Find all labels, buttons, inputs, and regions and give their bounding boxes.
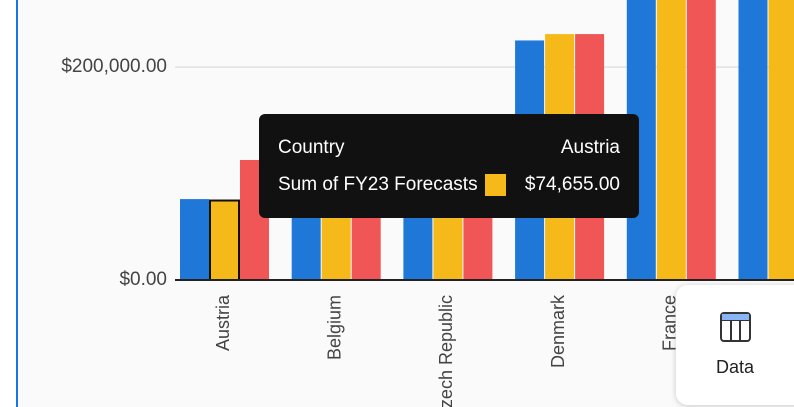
- x-tick-label: Belgium: [324, 295, 344, 360]
- x-tick-label: Czech Republic: [436, 295, 456, 407]
- bar: [180, 199, 209, 280]
- tooltip: Country Austria Sum of FY23 Forecasts $7…: [259, 114, 639, 218]
- focus-border: [16, 0, 18, 407]
- x-tick-label: Austria: [213, 294, 233, 351]
- button-label[interactable]: Data: [716, 357, 755, 377]
- tooltip-key: Country: [278, 137, 345, 158]
- bar: [656, 0, 686, 281]
- tooltip-category: Austria: [561, 137, 621, 158]
- y-tick-label: $0.00: [119, 269, 167, 290]
- bar: [768, 0, 794, 281]
- side-panel: [0, 0, 17, 407]
- button-card[interactable]: [676, 285, 794, 405]
- y-tick-label: $200,000.00: [61, 56, 167, 77]
- x-tick-label: France: [660, 295, 680, 351]
- bar: [686, 0, 716, 280]
- tooltip-swatch: [485, 174, 506, 196]
- tooltip-bg: [259, 114, 639, 218]
- tooltip-value: $74,655.00: [525, 174, 620, 195]
- axes: $0.00 $200,000.00 Austria Belgium Czech Repu…: [61, 56, 794, 407]
- bar: [209, 199, 240, 281]
- data-button[interactable]: Data: [676, 285, 794, 405]
- bar: [738, 0, 768, 280]
- tooltip-measure: Sum of FY23 Forecasts: [278, 174, 478, 195]
- x-tick-label: Denmark: [548, 294, 568, 368]
- icon-header: [722, 314, 749, 320]
